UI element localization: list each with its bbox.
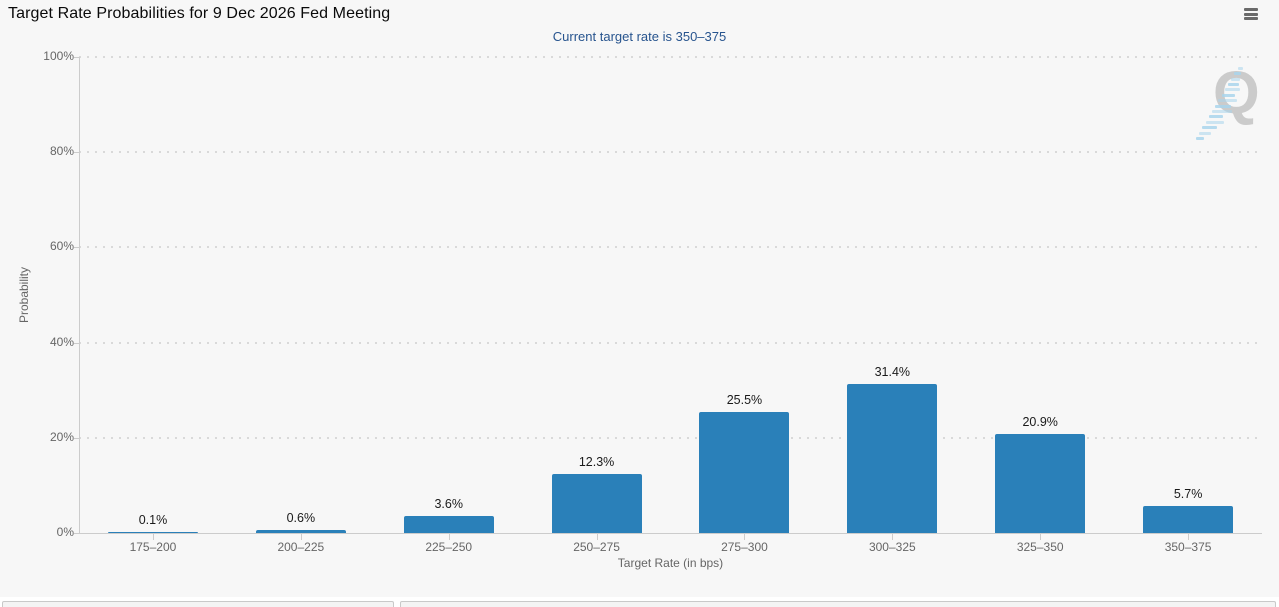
y-tick-mark	[74, 533, 79, 534]
y-tick-label: 0%	[56, 525, 74, 539]
bar-value-label: 31.4%	[874, 364, 911, 379]
y-tick-label: 80%	[49, 144, 74, 159]
x-tick-label: 350–375	[1164, 540, 1212, 554]
logo-bolt-dash-icon	[1221, 93, 1235, 97]
hamburger-icon	[1244, 12, 1258, 16]
y-tick-mark	[74, 247, 79, 249]
x-tick-mark	[448, 534, 450, 540]
logo-bolt-dash-icon	[1237, 66, 1243, 70]
bar-300-325[interactable]	[847, 383, 938, 533]
y-axis-title: Probability	[17, 266, 31, 324]
hamburger-icon	[1244, 17, 1258, 20]
logo-bolt-dash-icon	[1208, 115, 1223, 119]
chart-subtitle: Current target rate is 350–375	[552, 29, 727, 44]
logo-bolt-dash-icon	[1224, 88, 1240, 92]
logo-bolt-dash-icon	[1228, 83, 1239, 86]
bar-175-200[interactable]	[107, 532, 198, 533]
x-tick-label: 325–350	[1016, 540, 1064, 554]
y-tick-mark	[74, 152, 79, 154]
x-tick-mark	[300, 534, 302, 540]
gridline-80	[79, 151, 1258, 154]
gridline-60	[79, 246, 1258, 249]
y-tick-mark	[74, 437, 79, 439]
bar-value-label: 20.9%	[1022, 414, 1058, 429]
x-tick-label: 175–200	[129, 540, 177, 554]
gridline-40	[79, 341, 1258, 344]
x-tick-mark	[744, 534, 746, 540]
bar-275-300[interactable]	[699, 411, 790, 533]
y-tick-label: 20%	[49, 429, 74, 444]
bar-value-label: 0.1%	[138, 513, 168, 527]
y-tick-label: 40%	[49, 334, 74, 349]
x-tick-mark	[1040, 534, 1042, 540]
bar-225-250[interactable]	[403, 515, 494, 533]
logo-bolt-dash-icon	[1202, 126, 1218, 130]
y-tick-mark	[74, 342, 79, 344]
x-axis-title: Target Rate (in bps)	[617, 556, 724, 570]
x-axis-line	[79, 533, 1262, 534]
x-tick-mark	[892, 534, 894, 540]
bar-200-225[interactable]	[255, 530, 346, 533]
logo-bolt-dash-icon	[1199, 131, 1212, 135]
bar-value-label: 12.3%	[578, 455, 615, 470]
logo-bolt-dash-icon	[1215, 104, 1232, 108]
bar-325-350[interactable]	[995, 433, 1086, 533]
logo-bolt-dash-icon	[1234, 72, 1242, 76]
bottom-panel-left	[2, 601, 394, 607]
bar-value-label: 0.6%	[286, 511, 316, 526]
hamburger-icon	[1244, 8, 1258, 11]
bar-350-375[interactable]	[1143, 505, 1234, 533]
x-tick-label: 200–225	[277, 540, 325, 554]
x-tick-mark	[152, 534, 154, 540]
logo-bolt-dash-icon	[1218, 99, 1238, 103]
x-tick-label: 250–275	[573, 540, 620, 554]
bar-value-label: 3.6%	[434, 496, 463, 511]
bar-value-label: 25.5%	[726, 392, 763, 407]
logo-bolt-dash-icon	[1205, 120, 1224, 124]
logo-bolt-dash-icon	[1231, 77, 1241, 81]
x-tick-label: 275–300	[721, 540, 768, 554]
chart-menu-button[interactable]	[1244, 8, 1258, 20]
x-tick-label: 225–250	[425, 540, 473, 554]
x-tick-mark	[596, 534, 598, 540]
logo-bolt-dash-icon	[1196, 137, 1204, 140]
gridline-20	[79, 436, 1258, 439]
quantower-logo: Q	[1185, 55, 1265, 150]
chart-title: Target Rate Probabilities for 9 Dec 2026…	[8, 5, 391, 22]
y-axis-line	[79, 57, 80, 533]
logo-bolt-dash-icon	[1212, 110, 1232, 113]
y-tick-mark	[74, 57, 79, 58]
y-tick-label: 100%	[43, 49, 74, 63]
y-tick-label: 60%	[49, 239, 74, 254]
bar-value-label: 5.7%	[1173, 486, 1203, 501]
x-tick-label: 300–325	[868, 540, 916, 554]
x-tick-mark	[1188, 534, 1190, 540]
bottom-panel-right	[400, 601, 1276, 607]
gridline-100	[79, 56, 1258, 58]
logo-q-letter: Q	[1213, 59, 1260, 126]
bar-250-275[interactable]	[551, 474, 642, 533]
